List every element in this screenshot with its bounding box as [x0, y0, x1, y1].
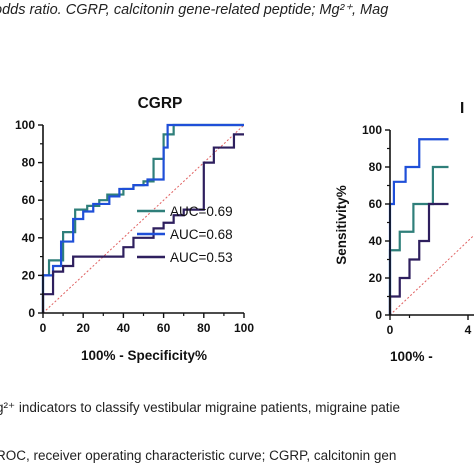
x-tick-label: 0 [40, 321, 47, 335]
roc-series-group [388, 138, 449, 315]
roc-series-line-1 [41, 123, 244, 313]
y-axis-title: Sensitivity% [334, 185, 349, 265]
y-tick-label: 0 [28, 306, 35, 320]
x-tick-label: 4 [465, 323, 472, 337]
partial-title-mask [455, 97, 474, 117]
roc-series-line-2 [41, 123, 244, 313]
x-tick-label: 60 [157, 321, 171, 335]
roc-series-line-3 [41, 133, 244, 313]
y-tick-label: 60 [369, 197, 383, 211]
caption-bottom-line-1: g²⁺ indicators to classify vestibular mi… [0, 400, 401, 415]
partial-chart-title: I [460, 100, 464, 117]
cgrp-roc-chart: CGRP 0 20 40 60 80 100 0 20 40 60 80 100 100% - Spe… [15, 95, 254, 363]
legend-label: AUC=0.68 [170, 227, 233, 242]
tick-labels: 0 20 40 60 80 100 0 20 40 60 80 100 [15, 118, 254, 335]
roc-series-line-1 [388, 165, 449, 315]
y-tick-label: 40 [22, 231, 36, 245]
x-tick-label: 100 [234, 321, 254, 335]
roc-series-line-3 [388, 202, 449, 315]
axes [385, 129, 474, 320]
reference-diagonal [42, 124, 245, 314]
y-tick-label: 20 [369, 271, 383, 285]
reference-line [42, 124, 245, 314]
x-tick-label: 80 [197, 321, 211, 335]
y-tick-label: 40 [369, 234, 383, 248]
legend-label: AUC=0.69 [170, 204, 233, 219]
tick-labels: 0 20 40 60 80 100 0 4 [362, 123, 472, 337]
legend-label: AUC=0.53 [170, 250, 233, 265]
roc-series-group [41, 123, 244, 313]
chart-title: CGRP [138, 95, 183, 112]
x-tick-label: 20 [77, 321, 91, 335]
y-tick-label: 20 [22, 268, 36, 282]
roc-series-line-2 [388, 138, 449, 315]
y-tick-label: 80 [22, 156, 36, 170]
x-axis-title: 100% - Specificity% [81, 348, 207, 363]
y-tick-label: 100 [362, 123, 382, 137]
x-tick-label: 40 [117, 321, 131, 335]
x-tick-label: 0 [387, 323, 394, 337]
y-tick-label: 100 [15, 118, 35, 132]
caption-bottom-line-2: ROC, receiver operating characteristic c… [0, 448, 397, 463]
y-tick-label: 80 [369, 160, 383, 174]
y-tick-label: 0 [375, 308, 382, 322]
y-tick-label: 60 [22, 193, 36, 207]
legend: AUC=0.69 AUC=0.68 AUC=0.53 [137, 204, 233, 265]
reference-line [389, 234, 474, 316]
reference-diagonal [389, 234, 474, 316]
caption-top: odds ratio. CGRP, calcitonin gene-relate… [0, 2, 389, 18]
x-axis-title: 100% - [390, 349, 433, 364]
axes [38, 124, 245, 318]
second-roc-chart: I 0 20 40 60 80 100 0 4 Sensitivity% 100% - [334, 97, 474, 364]
